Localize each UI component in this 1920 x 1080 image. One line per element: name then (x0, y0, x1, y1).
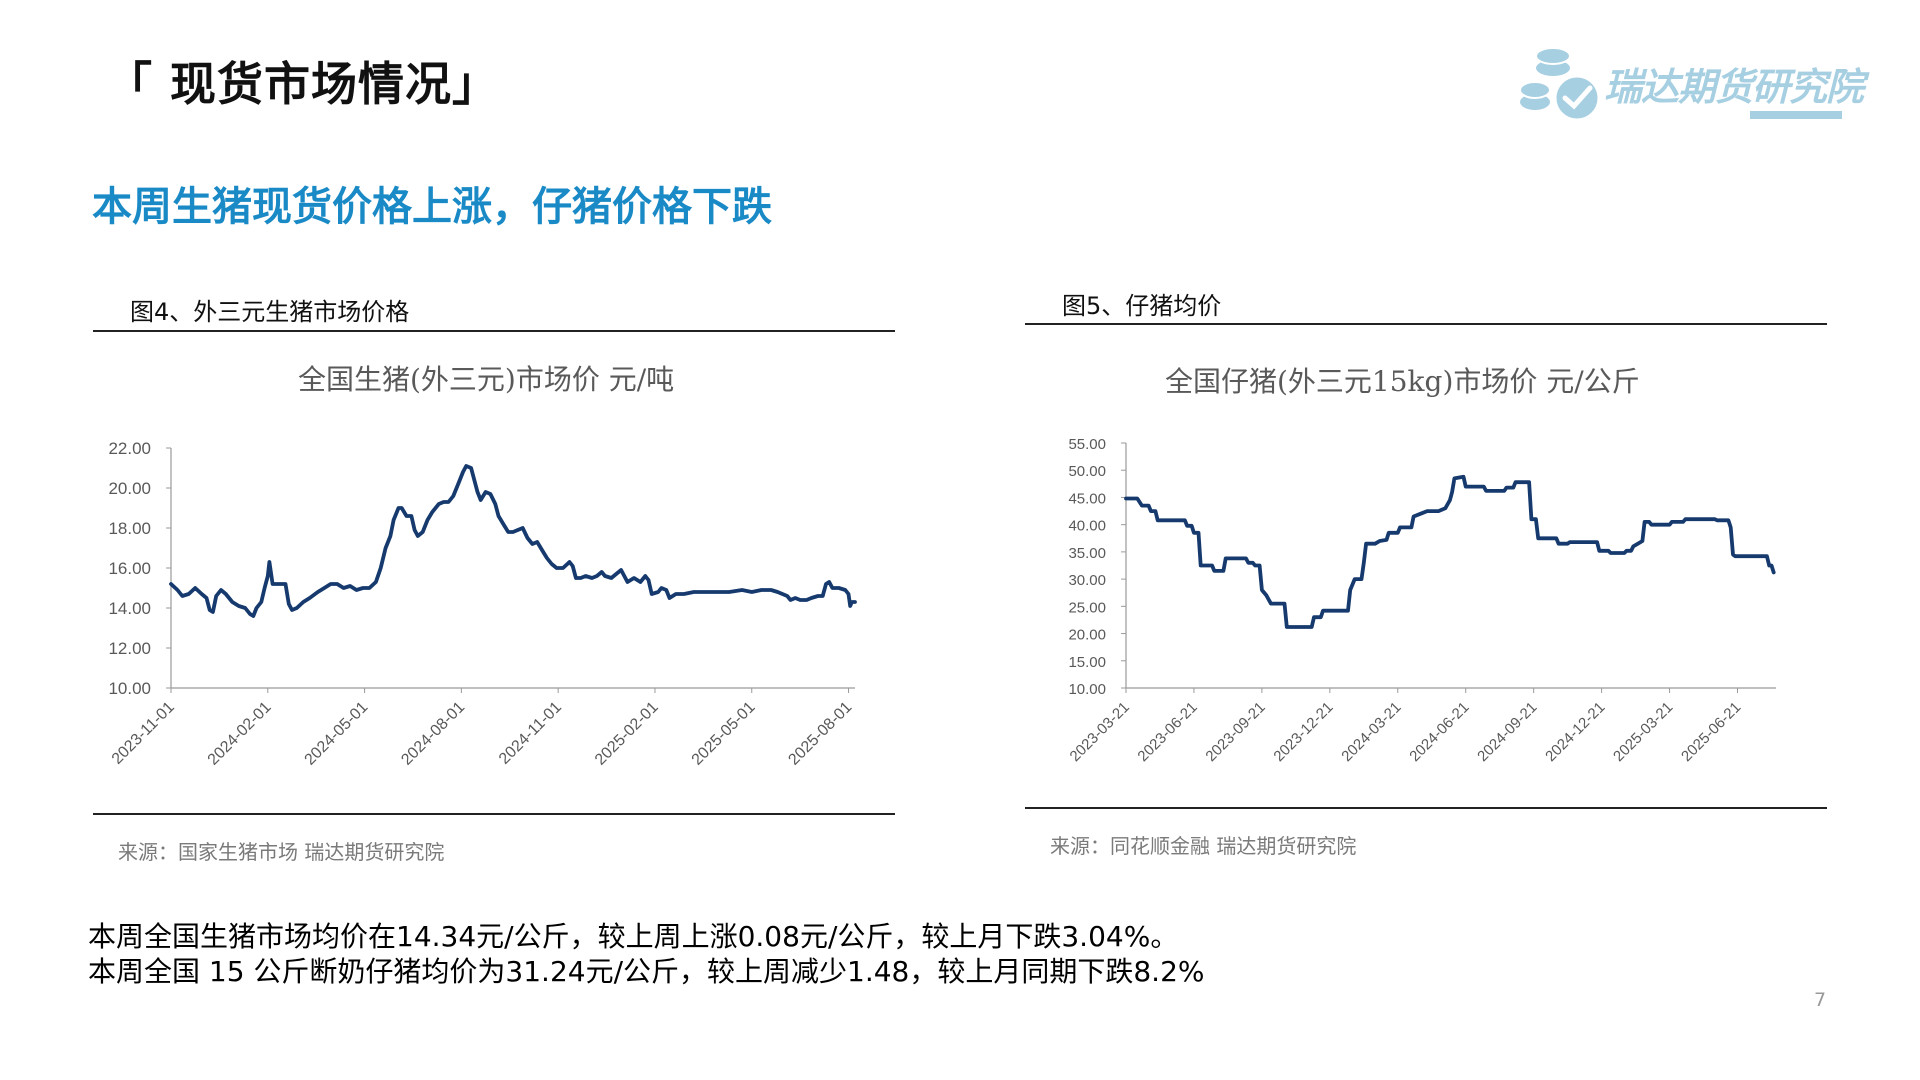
chart2-y-tick-label: 45.00 (1068, 490, 1106, 507)
chart2-y-tick-label: 20.00 (1068, 627, 1106, 644)
chart2-x-tick-label: 2024-09-21 (1474, 699, 1540, 765)
figure4-bottom-rule (93, 813, 895, 815)
page-subtitle: 本周生猪现货价格上涨，仔猪价格下跌 (92, 184, 772, 230)
page-title: 「 现货市场情况」 (106, 57, 500, 111)
figure5-bottom-rule (1025, 807, 1827, 809)
chart1-y-tick-label: 16.00 (108, 559, 151, 578)
page-number: 7 (1814, 989, 1827, 1011)
chart1-y-tick-label: 12.00 (108, 639, 151, 658)
chart2-y-tick-label: 15.00 (1068, 654, 1106, 671)
coins-icon (1519, 47, 1601, 122)
chart1-plot: 10.00 12.00 14.00 16.00 18.00 20.00 22.00 2023-… (108, 439, 857, 769)
chart2-x-tick-label: 2023-03-21 (1067, 699, 1133, 765)
chart1-y-tick-label: 22.00 (108, 439, 151, 458)
chart2-y-tick-label: 10.00 (1068, 681, 1106, 698)
chart1-x-tick-label: 2025-08-01 (785, 699, 855, 769)
figure5-top-rule (1025, 323, 1827, 325)
chart2-x-tick-label: 2024-06-21 (1406, 699, 1472, 765)
chart2-title: 全国仔猪(外三元15kg)市场价 元/公斤 (1165, 365, 1640, 398)
chart1-y-tick-label: 20.00 (108, 479, 151, 498)
chart2-y-tick-label: 35.00 (1068, 545, 1106, 562)
chart2-x-tick-label: 2025-03-21 (1610, 699, 1676, 765)
summary-line-2: 本周全国 15 公斤断奶仔猪均价为31.24元/公斤，较上周减少1.48，较上月… (88, 955, 1205, 988)
chart2-y-tick-label: 55.00 (1068, 436, 1106, 453)
chart2-y-tick-label: 30.00 (1068, 572, 1106, 589)
chart1-x-tick-label: 2025-05-01 (689, 699, 759, 769)
chart1-x-tick-label: 2024-05-01 (302, 699, 372, 769)
chart2-x-tick-label: 2023-06-21 (1134, 699, 1200, 765)
chart2-x-tick-label: 2024-03-21 (1338, 699, 1404, 765)
chart2-y-tick-label: 25.00 (1068, 599, 1106, 616)
chart2-y-tick-label: 50.00 (1068, 463, 1106, 480)
chart1-x-tick-label: 2024-08-01 (398, 699, 468, 769)
chart1-x-tick-label: 2024-11-01 (496, 699, 565, 768)
logo-underline (1750, 111, 1842, 119)
chart2-y-tick-label: 40.00 (1068, 518, 1106, 535)
chart2-x-tick-label: 2025-06-21 (1678, 699, 1744, 765)
logo-text: 瑞达期货研究院 (1604, 65, 1864, 109)
chart2-x-tick-label: 2023-09-21 (1202, 699, 1268, 765)
figure4-source: 来源：国家生猪市场 瑞达期货研究院 (118, 840, 445, 864)
chart2-series-line (1124, 474, 1776, 629)
chart2-x-tick-label: 2024-12-21 (1542, 699, 1608, 765)
chart1-title: 全国生猪(外三元)市场价 元/吨 (298, 363, 675, 396)
figure5-source: 来源：同花顺金融 瑞达期货研究院 (1050, 834, 1357, 858)
chart1-x-tick-label: 2023-11-01 (109, 699, 178, 768)
chart1-y-tick-label: 18.00 (108, 519, 151, 538)
chart1-series-line (169, 464, 857, 618)
chart1-x-tick-label: 2024-02-01 (205, 699, 275, 769)
figure5-label: 图5、仔猪均价 (1062, 292, 1222, 320)
chart1-y-tick-label: 14.00 (108, 599, 151, 618)
chart2-x-tick-label: 2023-12-21 (1270, 699, 1336, 765)
chart1-y-tick-label: 10.00 (108, 679, 151, 698)
chart1-x-tick-label: 2025-02-01 (592, 699, 662, 769)
company-logo (1505, 38, 1845, 124)
figure4-label: 图4、外三元生猪市场价格 (130, 298, 410, 326)
summary-line-1: 本周全国生猪市场均价在14.34元/公斤，较上周上涨0.08元/公斤，较上月下跌… (88, 920, 1179, 953)
figure4-top-rule (93, 330, 895, 332)
chart2-plot: 10.00 15.00 20.00 25.00 30.00 35.00 40.00 45.00… (1067, 436, 1776, 765)
